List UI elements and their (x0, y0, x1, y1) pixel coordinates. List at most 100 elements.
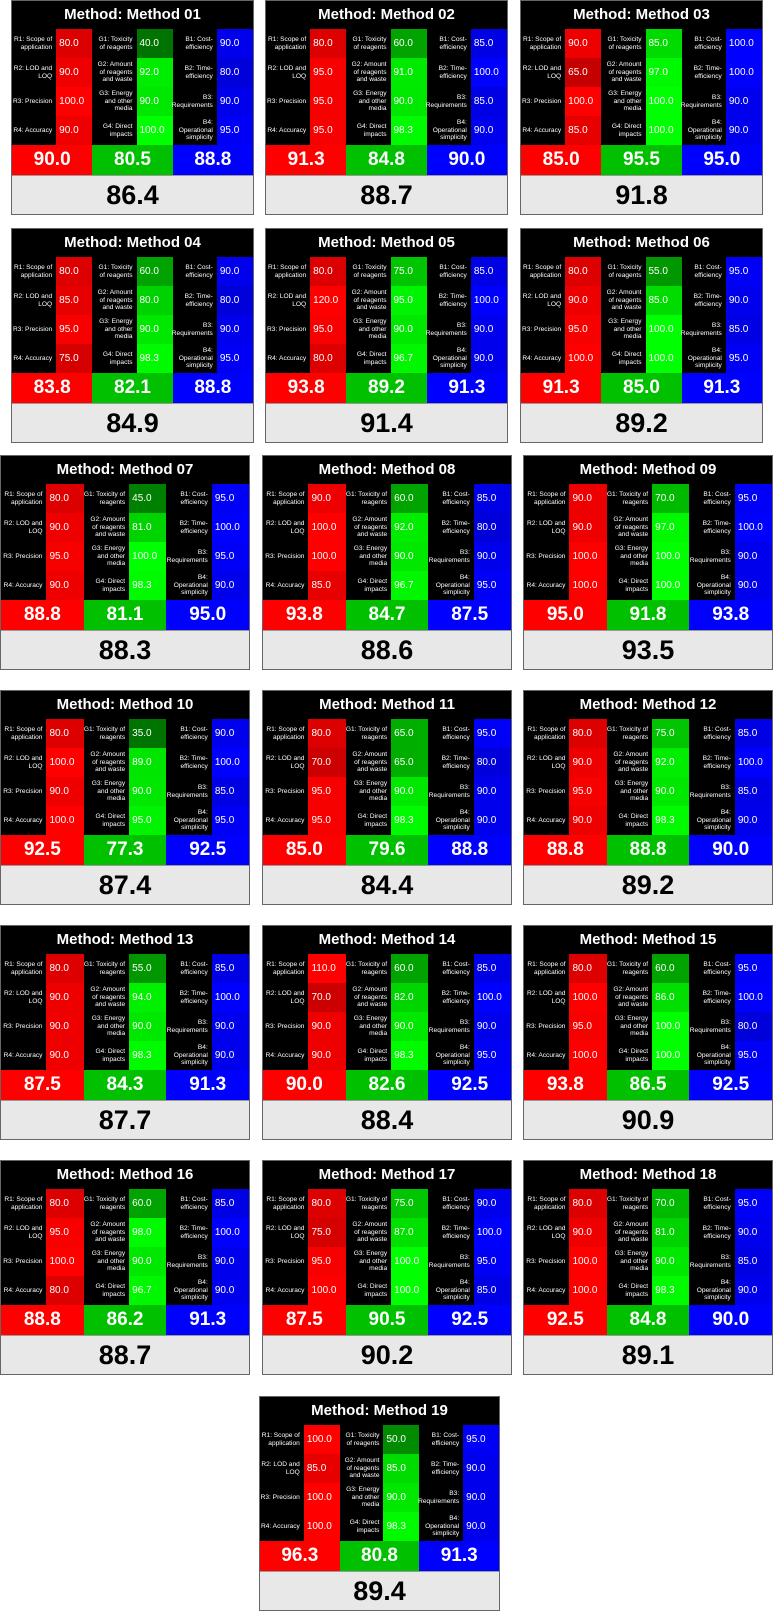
criterion-score: 100.0 (734, 513, 772, 542)
criteria-grid: R1: Scope of application 90.0 R2: LOD and … (263, 484, 511, 600)
criterion-score: 81.0 (129, 513, 167, 542)
criterion-score: 80.0 (46, 719, 84, 748)
criterion-score: 98.3 (390, 116, 427, 145)
overall-score: 91.8 (521, 175, 762, 214)
criterion-row: B4: Operational simplicity 90.0 (426, 116, 507, 145)
criterion-label: R3: Precision (12, 87, 57, 116)
criterion-row: R3: Precision 90.0 (1, 1012, 84, 1041)
criterion-score: 90.0 (211, 719, 249, 748)
criterion-row: G1: Toxicity of reagents 60.0 (345, 954, 429, 983)
red-criteria-column: R1: Scope of application 80.0 R2: LOD and … (12, 257, 93, 373)
criterion-row: B4: Operational simplicity 95.0 (428, 571, 511, 600)
criterion-score: 100.0 (308, 1276, 346, 1305)
criterion-row: R4: Accuracy 100.0 (524, 571, 607, 600)
criterion-label: B2: Time-efficiency (689, 1218, 735, 1247)
criterion-score: 90.0 (46, 513, 84, 542)
criterion-row: R4: Accuracy 100.0 (263, 1276, 346, 1305)
criterion-label: B3: Requirements (689, 1012, 735, 1041)
criterion-row: G2: Amount of reagents and waste 81.0 (606, 1218, 690, 1247)
criterion-label: G3: Energy and other media (606, 542, 653, 571)
criterion-score: 75.0 (308, 1218, 346, 1247)
criterion-score: 100.0 (652, 571, 690, 600)
criterion-label: G2: Amount of reagents and waste (345, 748, 392, 777)
criterion-score: 90.0 (734, 1276, 772, 1305)
criterion-label: B4: Operational simplicity (428, 1276, 474, 1305)
red-criteria-column: R1: Scope of application 90.0 R2: LOD and … (521, 29, 602, 145)
criterion-row: R2: LOD and LOQ 95.0 (1, 1218, 84, 1247)
criterion-label: B1: Cost-efficiency (166, 484, 212, 513)
criterion-label: B3: Requirements (681, 87, 726, 116)
criterion-row: R2: LOD and LOQ 70.0 (263, 983, 346, 1012)
criterion-row: B1: Cost-efficiency 85.0 (689, 719, 772, 748)
criterion-score: 98.3 (129, 1041, 167, 1070)
criterion-score: 95.0 (734, 954, 772, 983)
method-card: Method: Method 01 R1: Scope of applicatio… (11, 0, 254, 215)
criterion-label: G4: Direct impacts (83, 571, 130, 600)
criterion-score: 100.0 (129, 542, 167, 571)
criterion-score: 90.0 (569, 1218, 607, 1247)
criterion-score: 90.0 (569, 748, 607, 777)
criterion-score: 90.0 (734, 806, 772, 835)
criterion-score: 100.0 (569, 1276, 607, 1305)
criterion-row: R4: Accuracy 90.0 (524, 806, 607, 835)
criteria-grid: R1: Scope of application 80.0 R2: LOD and … (1, 1189, 249, 1305)
red-criteria-column: R1: Scope of application 80.0 R2: LOD and … (1, 484, 84, 600)
criterion-row: G4: Direct impacts 98.3 (339, 1512, 420, 1541)
criterion-label: G4: Direct impacts (339, 1512, 384, 1541)
criterion-label: R2: LOD and LOQ (266, 286, 311, 315)
red-total-score: 93.8 (524, 1070, 607, 1100)
criterion-score: 95.0 (216, 344, 253, 373)
red-criteria-column: R1: Scope of application 80.0 R2: LOD and … (1, 719, 84, 835)
criterion-label: R2: LOD and LOQ (1, 513, 47, 542)
criterion-row: B1: Cost-efficiency 90.0 (428, 1189, 511, 1218)
group-totals: 90.0 82.6 92.5 (263, 1070, 512, 1100)
criterion-label: G1: Toxicity of reagents (606, 719, 653, 748)
blue-criteria-column: B1: Cost-efficiency 95.0 B2: Time-efficien… (689, 954, 772, 1070)
criterion-score: 100.0 (645, 87, 682, 116)
criterion-label: B2: Time-efficiency (166, 748, 212, 777)
criterion-score: 98.3 (136, 344, 173, 373)
criterion-label: G2: Amount of reagents and waste (606, 513, 653, 542)
criterion-label: B3: Requirements (166, 777, 212, 806)
criterion-score: 90.0 (470, 116, 507, 145)
criterion-score: 90.0 (391, 777, 429, 806)
green-criteria-column: G1: Toxicity of reagents 55.0 G2: Amount o… (83, 954, 167, 1070)
method-title: Method: Method 11 (263, 691, 511, 719)
criterion-row: G1: Toxicity of reagents 50.0 (339, 1425, 420, 1454)
criterion-score: 100.0 (211, 1218, 249, 1247)
criterion-label: R3: Precision (263, 1012, 309, 1041)
criterion-score: 90.0 (216, 257, 253, 286)
criterion-row: B3: Requirements 90.0 (172, 87, 253, 116)
criterion-label: R1: Scope of application (524, 484, 570, 513)
red-criteria-column: R1: Scope of application 80.0 R2: LOD and … (266, 29, 347, 145)
criterion-row: G3: Energy and other media 90.0 (606, 777, 690, 806)
criterion-row: R4: Accuracy 85.0 (263, 571, 346, 600)
criterion-label: B1: Cost-efficiency (681, 29, 726, 58)
criterion-score: 97.0 (652, 513, 690, 542)
criterion-row: R2: LOD and LOQ 90.0 (1, 983, 84, 1012)
criterion-row: G3: Energy and other media 90.0 (346, 315, 427, 344)
criterion-label: B2: Time-efficiency (428, 513, 474, 542)
criterion-score: 95.0 (46, 1218, 84, 1247)
criterion-row: G3: Energy and other media 100.0 (83, 542, 167, 571)
criterion-score: 80.0 (308, 719, 346, 748)
criterion-score: 100.0 (652, 542, 690, 571)
criterion-label: R3: Precision (1, 1247, 47, 1276)
criterion-row: R1: Scope of application 90.0 (263, 484, 346, 513)
criterion-row: G1: Toxicity of reagents 85.0 (601, 29, 682, 58)
criterion-label: B2: Time-efficiency (428, 1218, 474, 1247)
method-title: Method: Method 17 (263, 1161, 511, 1189)
criterion-row: B1: Cost-efficiency 85.0 (166, 1189, 249, 1218)
criterion-score: 90.0 (46, 983, 84, 1012)
criterion-row: B4: Operational simplicity 95.0 (172, 344, 253, 373)
criterion-label: G3: Energy and other media (83, 1012, 130, 1041)
criterion-score: 100.0 (303, 1512, 340, 1541)
criterion-label: B4: Operational simplicity (428, 806, 474, 835)
criterion-score: 100.0 (391, 1276, 429, 1305)
criterion-label: R1: Scope of application (524, 1189, 570, 1218)
criterion-row: R2: LOD and LOQ 100.0 (263, 513, 346, 542)
blue-total-score: 92.5 (428, 1305, 512, 1335)
criterion-row: R3: Precision 90.0 (263, 1012, 346, 1041)
criterion-label: G3: Energy and other media (606, 777, 653, 806)
criterion-score: 90.0 (734, 571, 772, 600)
